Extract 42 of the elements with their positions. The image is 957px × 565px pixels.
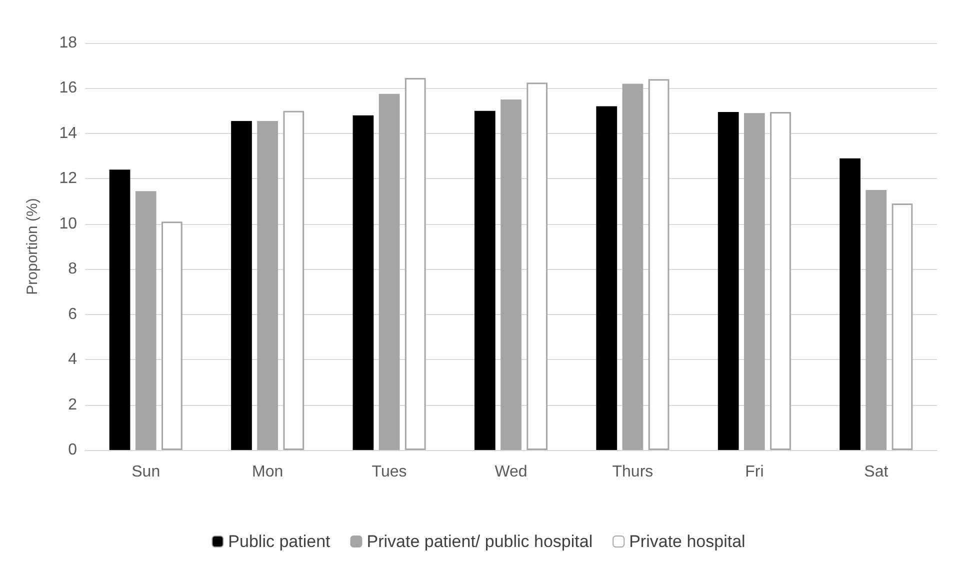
bar — [352, 115, 374, 450]
x-tick-label: Thurs — [612, 464, 654, 480]
bar — [283, 110, 304, 450]
bar — [378, 94, 400, 450]
y-tick-label: 0 — [68, 442, 78, 458]
x-tick-label: Sun — [132, 464, 160, 480]
bar — [744, 113, 765, 450]
bar — [231, 121, 252, 450]
y-tick-label: 12 — [59, 170, 78, 188]
y-tick-label: 6 — [68, 306, 78, 323]
bar — [892, 204, 913, 450]
y-tick-label: 18 — [59, 34, 78, 52]
x-tick-label: Mon — [252, 464, 284, 480]
bar — [109, 170, 130, 450]
legend-label: Private patient/ public hospital — [366, 532, 593, 551]
bar — [770, 112, 791, 450]
x-tick-label: Wed — [494, 464, 528, 480]
bar — [840, 158, 860, 450]
x-tick-label: Tues — [372, 464, 407, 480]
legend-label: Public patient — [228, 532, 331, 551]
bar — [596, 106, 618, 450]
bar — [474, 110, 496, 450]
y-tick-label: 10 — [59, 215, 78, 232]
bar — [135, 191, 156, 450]
y-tick-label: 14 — [59, 124, 78, 142]
y-tick-label: 2 — [68, 396, 78, 414]
bar — [622, 84, 644, 450]
y-tick-label: 8 — [68, 260, 78, 278]
bar — [500, 100, 522, 450]
bar — [866, 190, 887, 450]
y-tick-label: 4 — [68, 351, 78, 368]
bar — [162, 222, 182, 450]
y-tick-label: 16 — [59, 80, 78, 97]
bar — [404, 78, 426, 450]
y-axis-title: Proportion (%) — [24, 198, 41, 295]
bar — [257, 121, 278, 450]
x-tick-label: Sat — [864, 464, 889, 480]
bar — [648, 79, 670, 450]
bar — [526, 82, 548, 450]
bar — [718, 112, 739, 450]
legend-label: Private hospital — [629, 532, 746, 551]
x-tick-label: Fri — [745, 464, 764, 480]
